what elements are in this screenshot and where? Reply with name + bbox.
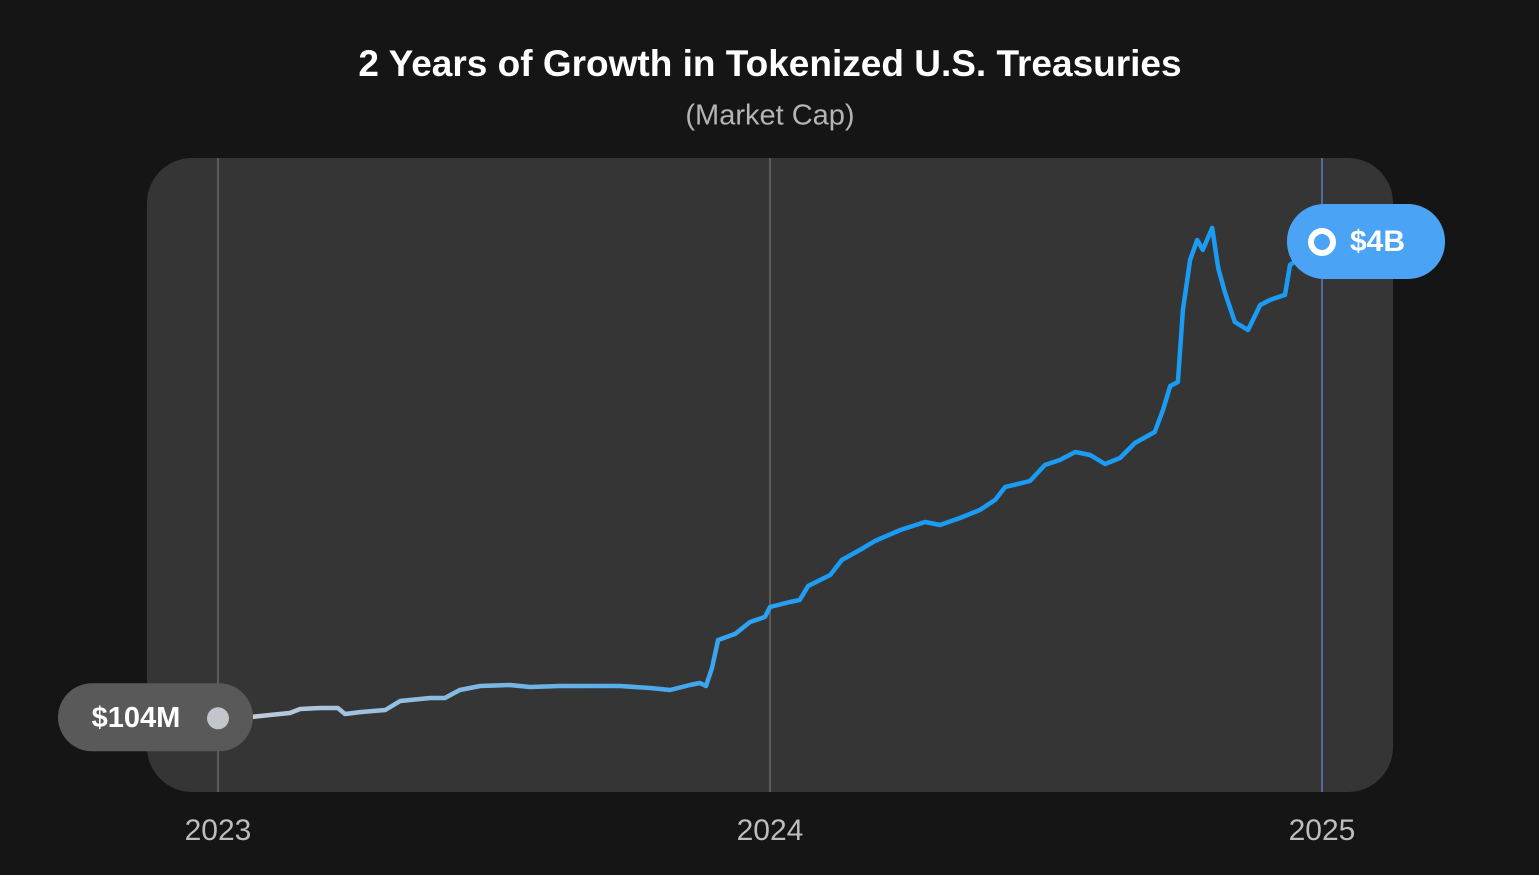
- end-point: [1308, 228, 1336, 256]
- start-point: [207, 707, 229, 730]
- start-label-pill: [58, 683, 253, 752]
- end-label-pill: [1287, 204, 1445, 279]
- start-value-label: $104M: [92, 702, 181, 734]
- x-tick-label: 2024: [737, 814, 804, 847]
- x-tick-label: 2023: [185, 814, 252, 847]
- line: [215, 225, 1325, 721]
- x-tick-label: 2025: [1289, 814, 1356, 847]
- chart-subtitle: (Market Cap): [685, 100, 854, 132]
- chart-title: 2 Years of Growth in Tokenized U.S. Trea…: [358, 43, 1181, 84]
- end-value-label: $4B: [1350, 225, 1405, 258]
